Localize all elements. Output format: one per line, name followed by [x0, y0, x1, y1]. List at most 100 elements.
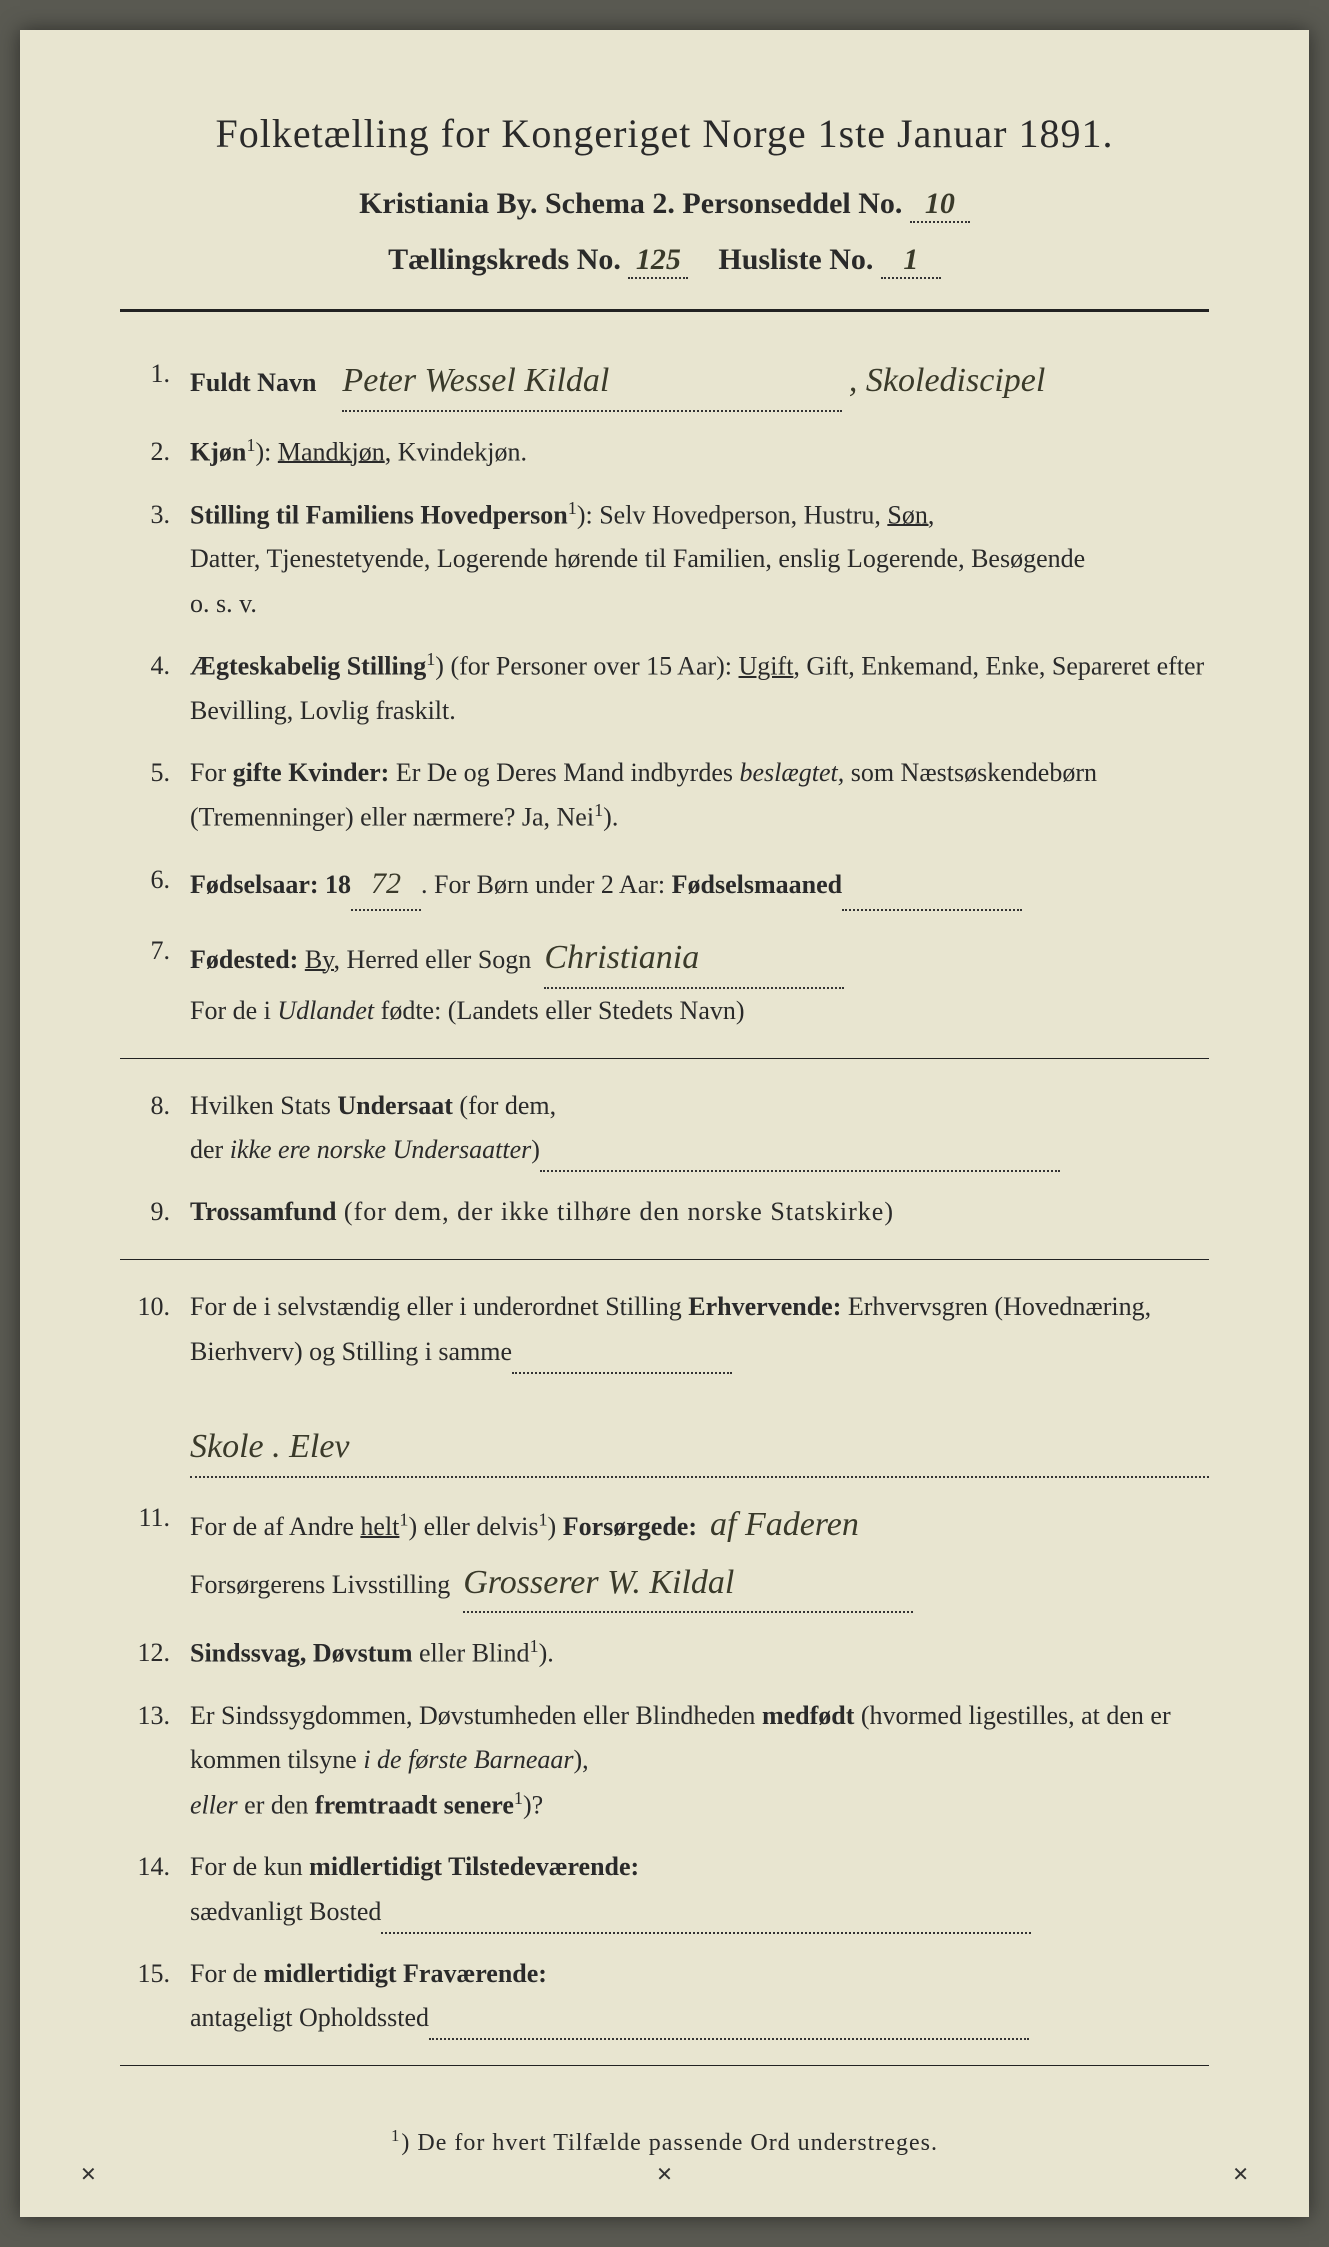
sup: 1 [426, 649, 435, 669]
t: For de af Andre [190, 1512, 360, 1541]
value-name: Peter Wessel Kildal [342, 352, 842, 412]
row-content: For de kun midlertidigt Tilstedeværende:… [190, 1845, 1209, 1933]
row-6-birthyear: 6. Fødselsaar: 1872. For Børn under 2 Aa… [120, 858, 1209, 911]
row-content: Fuldt Navn Peter Wessel Kildal , Skoledi… [190, 352, 1209, 412]
value-supporter-occupation: Grosserer W. Kildal [463, 1554, 913, 1614]
label-bosted: sædvanligt Bosted [190, 1897, 381, 1926]
label-fodselsaar: Fødselsaar: 18 [190, 870, 351, 899]
label-after: ): [255, 437, 271, 466]
row-content: Ægteskabelig Stilling1) (for Personer ov… [190, 644, 1209, 733]
divider-thin [120, 1058, 1209, 1059]
value-occupation: Skole . Elev [190, 1418, 1209, 1478]
row-1-name: 1. Fuldt Navn Peter Wessel Kildal , Skol… [120, 352, 1209, 412]
row-content: Stilling til Familiens Hovedperson1): Se… [190, 493, 1209, 626]
row-content: Fødested: By, Herred eller Sogn Christia… [190, 929, 1209, 1033]
blank-citizenship [540, 1170, 1060, 1172]
footnote: 1) De for hvert Tilfælde passende Ord un… [120, 2126, 1209, 2157]
husliste-no-value: 1 [881, 243, 941, 279]
label-fuldt-navn: Fuldt Navn [190, 368, 316, 397]
label-stilling: Stilling til Familiens Hovedperson [190, 500, 568, 529]
row-12-disability: 12. Sindssvag, Døvstum eller Blind1). [120, 1631, 1209, 1676]
label-medfodt: medfødt [762, 1701, 854, 1730]
label-aegteskab: Ægteskabelig Stilling [190, 652, 426, 681]
t: Er Sindssygdommen, Døvstumheden eller Bl… [190, 1701, 762, 1730]
label-after: ) (for Personer over 15 Aar): [435, 652, 738, 681]
blank-bosted [381, 1932, 1031, 1934]
row-num: 10. [120, 1285, 190, 1477]
value-name-suffix: , Skolediscipel [849, 362, 1045, 399]
row-num: 5. [120, 751, 190, 840]
row-content: Trossamfund (for dem, der ikke tilhøre d… [190, 1190, 1209, 1234]
census-form-page: Folketælling for Kongeriget Norge 1ste J… [20, 30, 1309, 2217]
row-content: Hvilken Stats Undersaat (for dem, der ik… [190, 1084, 1209, 1172]
sup: 1 [538, 1509, 547, 1529]
footnote-sup: 1 [391, 2126, 401, 2145]
t: ). [603, 803, 618, 832]
divider-thin [120, 1259, 1209, 1260]
value-support-by: af Faderen [710, 1506, 859, 1543]
row-num: 7. [120, 929, 190, 1033]
label-undersaat: Undersaat [337, 1091, 453, 1120]
row-2-sex: 2. Kjøn1): Mandkjøn, Kvindekjøn. [120, 430, 1209, 475]
row-num: 8. [120, 1084, 190, 1172]
row-content: Fødselsaar: 1872. For Børn under 2 Aar: … [190, 858, 1209, 911]
main-title: Folketælling for Kongeriget Norge 1ste J… [120, 110, 1209, 157]
label-forsorger-livsstilling: Forsørgerens Livsstilling [190, 1570, 450, 1599]
t: For de i selvstændig eller i underordnet… [190, 1292, 688, 1321]
relation-options-line2: Datter, Tjenestetyende, Logerende hørend… [190, 544, 1085, 573]
label-kjon: Kjøn [190, 437, 246, 466]
row-num: 13. [120, 1694, 190, 1827]
row-num: 2. [120, 430, 190, 475]
label-gifte-kvinder: gifte Kvinder: [233, 758, 390, 787]
row-7-birthplace: 7. Fødested: By, Herred eller Sogn Chris… [120, 929, 1209, 1033]
sup: 1 [568, 498, 577, 518]
blank [512, 1372, 732, 1374]
t: er den [238, 1790, 315, 1819]
sup: 1 [530, 1636, 539, 1656]
sup: 1 [514, 1788, 523, 1808]
row-9-religion: 9. Trossamfund (for dem, der ikke tilhør… [120, 1190, 1209, 1234]
label-opholdssted: antageligt Opholdssted [190, 2003, 429, 2032]
row-num: 1. [120, 352, 190, 412]
t: ), [573, 1745, 588, 1774]
t: For [190, 758, 233, 787]
taellingskreds-no-value: 125 [628, 243, 688, 279]
t: (for dem, der ikke tilhøre den norske St… [336, 1197, 894, 1226]
t: ). [539, 1639, 554, 1668]
corner-mark-icon: ✕ [1232, 2162, 1249, 2187]
label-trossamfund: Trossamfund [190, 1197, 336, 1226]
t: der [190, 1135, 230, 1164]
t: For de [190, 1959, 264, 1988]
row-content: For gifte Kvinder: Er De og Deres Mand i… [190, 751, 1209, 840]
row-3-relation: 3. Stilling til Familiens Hovedperson1):… [120, 493, 1209, 626]
row-num: 9. [120, 1190, 190, 1234]
blank-opholdssted [429, 2038, 1029, 2040]
taellingskreds-label: Tællingskreds No. [388, 243, 621, 276]
row-14-temp-present: 14. For de kun midlertidigt Tilstedevære… [120, 1845, 1209, 1933]
t: )? [523, 1790, 543, 1819]
subtitle-line-2: Tællingskreds No. 125 Husliste No. 1 [120, 243, 1209, 279]
t: Hvilken Stats [190, 1091, 337, 1120]
row-num: 15. [120, 1952, 190, 2040]
label-forsorgede: Forsørgede: [563, 1512, 697, 1541]
row-11-support: 11. For de af Andre helt1) eller delvis1… [120, 1496, 1209, 1614]
opt-helt: helt [360, 1512, 399, 1541]
sup: 1 [399, 1509, 408, 1529]
sep: , [385, 437, 398, 466]
opt-son: Søn, [887, 500, 934, 529]
row-15-temp-absent: 15. For de midlertidigt Fraværende: anta… [120, 1952, 1209, 2040]
divider-thick [120, 309, 1209, 312]
row-num: 12. [120, 1631, 190, 1676]
row-5-married-women: 5. For gifte Kvinder: Er De og Deres Man… [120, 751, 1209, 840]
opt-mandkjon: Mandkjøn [278, 437, 385, 466]
sup: 1 [594, 800, 603, 820]
row-content: Sindssvag, Døvstum eller Blind1). [190, 1631, 1209, 1676]
t: . For Børn under 2 Aar: [421, 870, 672, 899]
t: Herred eller Sogn [340, 945, 531, 974]
row-num: 6. [120, 858, 190, 911]
t: eller Blind [413, 1639, 530, 1668]
label-fodselsmaaned: Fødselsmaaned [672, 870, 842, 899]
label-fodested: Fødested: [190, 945, 305, 974]
opt-ugift: Ugift [739, 652, 794, 681]
t: Er De og Deres Mand indbyrdes [389, 758, 739, 787]
